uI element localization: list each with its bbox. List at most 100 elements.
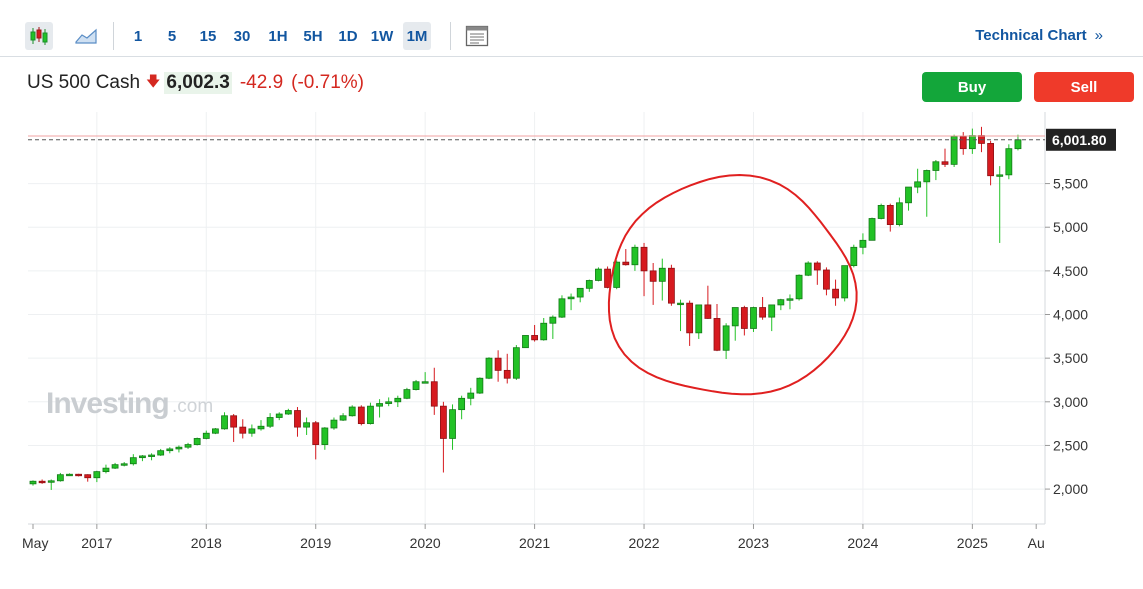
- candle-body: [640, 246, 648, 272]
- candle: [111, 462, 119, 470]
- toolbar-divider: [450, 22, 451, 50]
- candle: [914, 168, 922, 194]
- candle: [421, 372, 429, 384]
- candle: [376, 399, 383, 418]
- timeframe-1m[interactable]: 1M: [403, 22, 431, 50]
- candle-body: [321, 427, 329, 445]
- area-chart-button[interactable]: [72, 22, 100, 50]
- instrument-name: US 500 Cash: [27, 72, 141, 93]
- candle-body: [367, 405, 374, 425]
- candle-body: [211, 428, 219, 434]
- x-tick-label: Au: [1028, 535, 1045, 551]
- candle-body: [686, 302, 694, 334]
- x-tick-label: 2022: [628, 535, 659, 551]
- candle-body: [649, 270, 657, 282]
- candle: [750, 306, 757, 332]
- candle: [595, 267, 602, 282]
- candle-body: [740, 307, 748, 329]
- timeframe-30[interactable]: 30: [233, 27, 251, 45]
- candle: [230, 414, 238, 442]
- candle-body: [786, 298, 794, 301]
- candle-body: [968, 135, 976, 150]
- candle-body: [148, 454, 155, 457]
- candle: [184, 442, 192, 449]
- candle-body: [75, 473, 82, 477]
- candle-body: [230, 415, 238, 428]
- candle: [996, 166, 1004, 243]
- candle-body: [412, 381, 420, 390]
- y-axis-ticks: 2,000 2,500 3,000 3,500 4,000 4,500 5,000 5,500: [1045, 176, 1088, 497]
- buy-button[interactable]: Buy: [922, 72, 1022, 102]
- candle: [832, 279, 839, 306]
- candlestick-chart-button[interactable]: [25, 22, 53, 50]
- sell-button[interactable]: Sell: [1034, 72, 1134, 102]
- candle: [66, 473, 73, 477]
- annotation-circle[interactable]: [607, 173, 858, 396]
- timeframe-5[interactable]: 5: [167, 27, 177, 45]
- candle-body: [868, 218, 876, 241]
- candle: [886, 203, 894, 232]
- candle: [412, 379, 420, 391]
- candle-body: [850, 246, 858, 267]
- candle-body: [841, 265, 849, 299]
- candle-body: [175, 446, 183, 450]
- candle-body: [677, 302, 684, 306]
- candle: [129, 454, 137, 466]
- candle: [576, 287, 584, 303]
- x-tick-label: 2025: [957, 535, 988, 551]
- candle-body: [421, 381, 429, 384]
- y-tick-label: 5,500: [1053, 176, 1088, 192]
- chart-layout-button[interactable]: [463, 22, 491, 50]
- timeframe-5h[interactable]: 5H: [303, 27, 323, 45]
- candle-body: [129, 457, 137, 465]
- timeframe-15[interactable]: 15: [199, 27, 217, 45]
- candle-body: [859, 239, 867, 248]
- candle-body: [731, 307, 739, 327]
- candle: [613, 260, 621, 290]
- candle: [211, 427, 219, 435]
- y-tick-label: 2,000: [1053, 481, 1088, 497]
- candle: [266, 413, 274, 428]
- candle-body: [932, 161, 940, 171]
- timeframe-1h[interactable]: 1H: [268, 27, 288, 45]
- timeframe-1d[interactable]: 1D: [338, 27, 358, 45]
- toolbar-divider: [113, 22, 114, 50]
- candle-body: [120, 463, 128, 466]
- candle: [321, 427, 329, 450]
- candle-body: [549, 316, 557, 324]
- candlestick-chart-icon: [30, 27, 48, 45]
- candle-body: [914, 181, 922, 188]
- candle: [38, 479, 46, 484]
- candle-body: [66, 473, 73, 477]
- candle-body: [777, 299, 785, 306]
- timeframe-1[interactable]: 1: [133, 27, 143, 45]
- timeframe-1w[interactable]: 1W: [370, 27, 394, 45]
- candle-body: [275, 413, 283, 418]
- technical-chart-link[interactable]: Technical Chart »: [975, 27, 1103, 44]
- candle-body: [531, 335, 538, 341]
- candle: [357, 405, 365, 426]
- candle: [968, 128, 976, 154]
- candle-body: [284, 410, 292, 415]
- candle: [813, 261, 821, 285]
- candle-body: [439, 405, 447, 439]
- candle-body: [357, 406, 365, 425]
- candle: [439, 401, 447, 473]
- candle: [284, 408, 292, 415]
- candle: [29, 480, 37, 486]
- candle: [795, 274, 803, 301]
- candle-body: [56, 474, 64, 482]
- candle: [275, 412, 283, 421]
- candle: [759, 297, 766, 320]
- candle: [877, 203, 885, 220]
- candle: [658, 258, 666, 301]
- candle-body: [567, 296, 575, 300]
- candle: [512, 345, 520, 380]
- candle: [540, 318, 548, 341]
- candle: [522, 335, 529, 349]
- candle: [677, 299, 684, 332]
- candle-body: [512, 347, 520, 379]
- x-tick-label: 2017: [81, 535, 112, 551]
- candle-body: [713, 318, 721, 351]
